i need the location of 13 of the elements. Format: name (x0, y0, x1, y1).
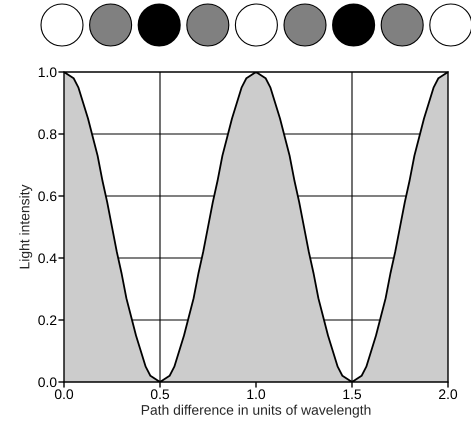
x-tick-label: 2.0 (439, 389, 458, 400)
y-tick-label: 0.0 (38, 377, 57, 388)
y-tick-label: 0.4 (38, 253, 57, 264)
x-axis-title: Path difference in units of wavelength (142, 404, 370, 418)
y-tick-label: 0.6 (38, 191, 56, 202)
y-tick-label: 0.8 (38, 129, 56, 140)
y-axis-title: Light intensity (19, 184, 32, 268)
x-tick-label: 1.0 (247, 389, 266, 400)
x-tick-label: 1.5 (343, 389, 362, 400)
x-tick-label: 0.0 (54, 389, 74, 400)
x-tick-label: 0.5 (150, 389, 170, 400)
y-tick-label: 1.0 (38, 67, 57, 78)
y-tick-label: 0.2 (38, 315, 56, 326)
